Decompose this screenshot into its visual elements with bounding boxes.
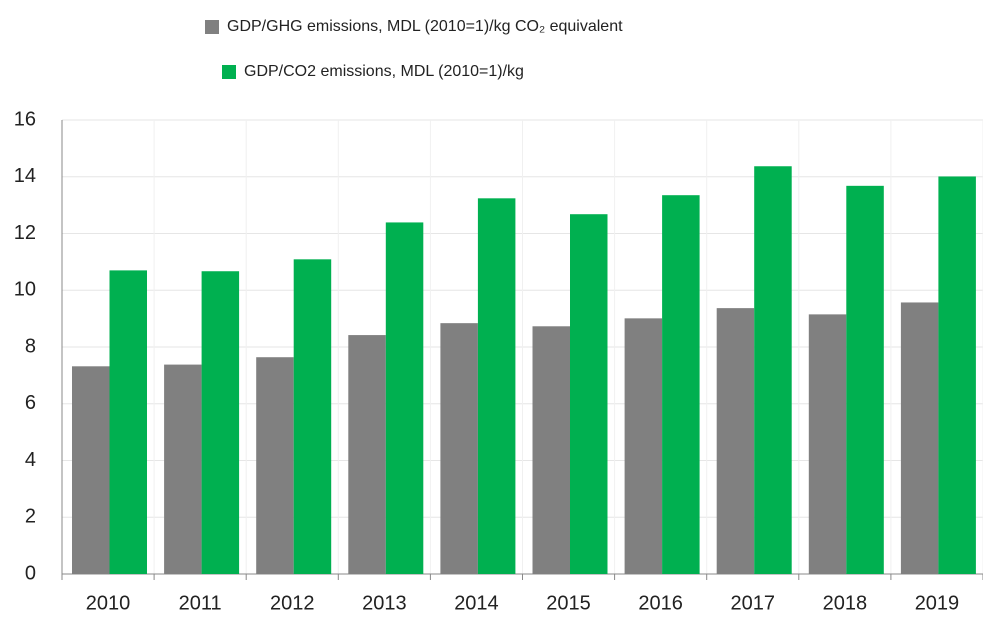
y-tick-label: 16 [14, 108, 36, 130]
x-tick-label: 2018 [823, 592, 868, 614]
y-tick-label: 12 [14, 222, 36, 244]
x-tick-label: 2012 [270, 592, 315, 614]
x-tick-label: 2015 [546, 592, 591, 614]
bar [662, 195, 700, 574]
bar [164, 364, 202, 574]
bar [348, 335, 386, 574]
x-tick-label: 2010 [86, 592, 131, 614]
bar [716, 308, 755, 574]
x-tick-label: 2011 [179, 592, 222, 614]
bar [256, 357, 294, 574]
legend-label: GDP/CO2 emissions, MDL (2010=1)/kg [244, 63, 524, 80]
y-tick-label: 14 [14, 165, 36, 187]
x-tick-label: 2014 [454, 592, 499, 614]
bar [938, 176, 976, 574]
bar [385, 222, 424, 574]
y-tick-label: 8 [25, 335, 36, 357]
y-tick-label: 2 [25, 506, 36, 528]
y-tick-label: 0 [25, 562, 36, 584]
bar [532, 326, 570, 574]
bar [846, 185, 884, 574]
bar [808, 314, 847, 574]
x-tick-label: 2013 [362, 592, 407, 614]
legend-swatch [205, 20, 219, 34]
x-tick-label: 2019 [915, 592, 960, 614]
bar [477, 198, 516, 574]
bar [440, 323, 478, 574]
bar [72, 366, 110, 574]
bar [293, 259, 332, 574]
bar [570, 214, 608, 574]
y-tick-label: 10 [14, 279, 36, 301]
bar [201, 271, 240, 574]
x-tick-label: 2016 [638, 592, 683, 614]
legend-swatch [222, 65, 236, 79]
bar [624, 318, 663, 574]
bar [900, 302, 939, 574]
bar [754, 166, 792, 574]
legend-label: GDP/GHG emissions, MDL (2010=1)/kg CO₂ e… [227, 18, 623, 35]
bar [109, 270, 147, 574]
x-tick-label: 2017 [731, 592, 776, 614]
y-tick-label: 4 [25, 449, 36, 471]
y-tick-label: 6 [25, 392, 36, 414]
